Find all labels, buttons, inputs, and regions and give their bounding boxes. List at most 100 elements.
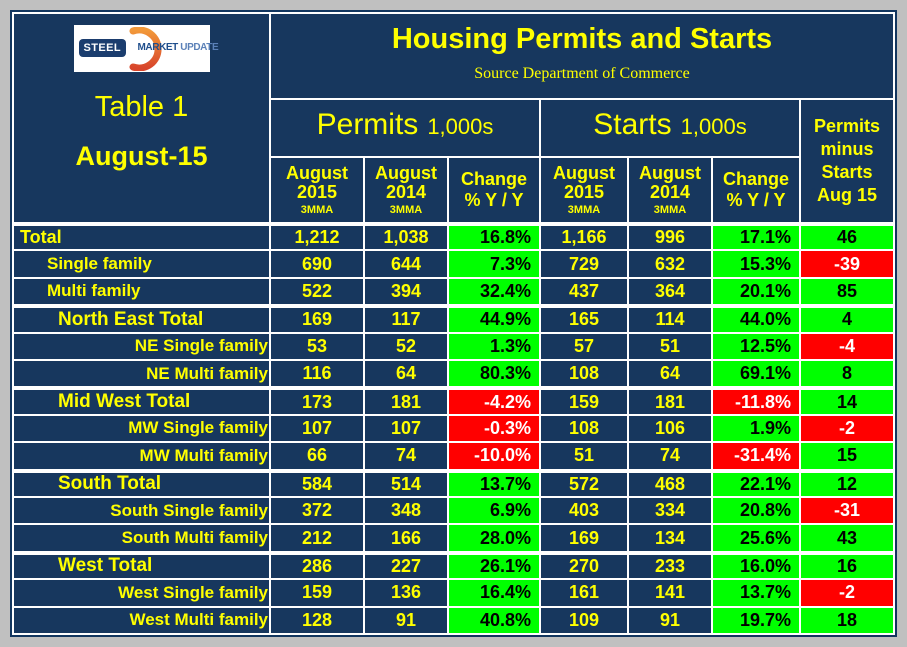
permits-aug2014-value: 227 <box>365 552 447 579</box>
permits-aug2014-value: 348 <box>365 497 447 524</box>
starts-change-value: -11.8% <box>713 388 799 414</box>
logo-crescent-icon <box>129 27 162 71</box>
permits-aug2014-header: August 2014 3MMA <box>365 158 447 222</box>
permits-change-value: 80.3% <box>449 360 539 387</box>
permits-minus-starts-value: -4 <box>801 333 893 359</box>
permits-change-value: 28.0% <box>449 525 539 551</box>
permits-aug2015-value: 159 <box>271 580 363 606</box>
starts-aug2015-value: 169 <box>541 525 627 551</box>
starts-group-header: Starts 1,000s <box>541 100 799 156</box>
row-label-multi-family: Multi family <box>14 278 269 305</box>
starts-aug2015-value: 108 <box>541 360 627 387</box>
starts-aug2014-value: 996 <box>629 224 711 250</box>
starts-change-value: 25.6% <box>713 525 799 551</box>
starts-change-value: 20.8% <box>713 497 799 524</box>
permits-minus-starts-value: 18 <box>801 607 893 633</box>
starts-change-value: 12.5% <box>713 333 799 359</box>
permits-aug2014-value: 74 <box>365 443 447 469</box>
permits-change-value: 13.7% <box>449 470 539 496</box>
starts-change-value: 13.7% <box>713 580 799 606</box>
starts-change-value: 1.9% <box>713 415 799 442</box>
starts-aug2015-value: 57 <box>541 333 627 359</box>
permits-change-value: 6.9% <box>449 497 539 524</box>
permits-minus-starts-value: 4 <box>801 306 893 332</box>
table-number-label: Table 1 <box>94 91 189 123</box>
starts-aug2014-value: 141 <box>629 580 711 606</box>
permits-aug2014-value: 644 <box>365 251 447 277</box>
permits-aug2014-value: 1,038 <box>365 224 447 250</box>
permits-minus-starts-value: -31 <box>801 497 893 524</box>
starts-aug2014-value: 134 <box>629 525 711 551</box>
permits-aug2014-value: 166 <box>365 525 447 551</box>
permits-aug2015-value: 128 <box>271 607 363 633</box>
row-label-ne-multi-family: NE Multi family <box>14 360 269 387</box>
starts-aug2014-value: 181 <box>629 388 711 414</box>
permits-aug2014-value: 64 <box>365 360 447 387</box>
starts-aug2015-value: 51 <box>541 443 627 469</box>
permits-minus-starts-value: -2 <box>801 415 893 442</box>
starts-change-value: 16.0% <box>713 552 799 579</box>
starts-aug2014-value: 468 <box>629 470 711 496</box>
starts-change-value: 20.1% <box>713 278 799 305</box>
permits-aug2015-value: 690 <box>271 251 363 277</box>
permits-aug2014-value: 181 <box>365 388 447 414</box>
permits-change-value: 16.8% <box>449 224 539 250</box>
table-frame: STEEL MARKET UPDATE Table 1 August-15 Ho… <box>10 10 897 637</box>
starts-aug2015-header: August 2015 3MMA <box>541 158 627 222</box>
row-label-west-total: West Total <box>14 552 269 579</box>
starts-aug2014-value: 64 <box>629 360 711 387</box>
permits-aug2015-value: 53 <box>271 333 363 359</box>
row-label-north-east-total: North East Total <box>14 306 269 332</box>
starts-aug2014-value: 74 <box>629 443 711 469</box>
page-title: Housing Permits and Starts <box>391 23 773 55</box>
starts-change-value: 44.0% <box>713 306 799 332</box>
permits-aug2014-value: 117 <box>365 306 447 332</box>
row-label-ne-single-family: NE Single family <box>14 333 269 359</box>
starts-change-value: 69.1% <box>713 360 799 387</box>
permits-change-value: -0.3% <box>449 415 539 442</box>
permits-minus-starts-header: Permits minus Starts Aug 15 <box>801 100 893 222</box>
permits-change-value: -4.2% <box>449 388 539 414</box>
starts-change-value: 19.7% <box>713 607 799 633</box>
logo-market-update-text: MARKET UPDATE <box>137 42 219 53</box>
permits-aug2015-value: 372 <box>271 497 363 524</box>
permits-aug2014-value: 514 <box>365 470 447 496</box>
row-label-mid-west-total: Mid West Total <box>14 388 269 414</box>
logo-steel-text: STEEL <box>78 39 126 57</box>
permits-unit: 1,000s <box>427 114 494 139</box>
permits-minus-starts-value: 16 <box>801 552 893 579</box>
permits-change-header: Change % Y / Y <box>449 158 539 222</box>
starts-change-value: 22.1% <box>713 470 799 496</box>
row-label-south-single-family: South Single family <box>14 497 269 524</box>
permits-minus-starts-value: 43 <box>801 525 893 551</box>
permits-aug2015-value: 107 <box>271 415 363 442</box>
starts-aug2015-value: 403 <box>541 497 627 524</box>
row-label-mw-multi-family: MW Multi family <box>14 443 269 469</box>
starts-aug2015-value: 729 <box>541 251 627 277</box>
starts-aug2015-value: 270 <box>541 552 627 579</box>
starts-aug2014-value: 632 <box>629 251 711 277</box>
permits-change-value: 32.4% <box>449 278 539 305</box>
permits-minus-starts-value: -2 <box>801 580 893 606</box>
row-label-west-multi-family: West Multi family <box>14 607 269 633</box>
permits-aug2015-value: 169 <box>271 306 363 332</box>
starts-aug2014-value: 334 <box>629 497 711 524</box>
permits-aug2015-value: 522 <box>271 278 363 305</box>
starts-aug2014-value: 114 <box>629 306 711 332</box>
starts-aug2014-value: 364 <box>629 278 711 305</box>
starts-aug2015-value: 161 <box>541 580 627 606</box>
starts-aug2015-value: 109 <box>541 607 627 633</box>
permits-minus-starts-value: 46 <box>801 224 893 250</box>
starts-aug2015-value: 108 <box>541 415 627 442</box>
permits-minus-starts-value: 15 <box>801 443 893 469</box>
row-label-total: Total <box>14 224 269 250</box>
permits-minus-starts-value: 8 <box>801 360 893 387</box>
permits-aug2014-value: 52 <box>365 333 447 359</box>
steel-market-update-logo: STEEL MARKET UPDATE <box>73 25 219 72</box>
row-label-mw-single-family: MW Single family <box>14 415 269 442</box>
permits-aug2014-value: 136 <box>365 580 447 606</box>
permits-aug2015-header: August 2015 3MMA <box>271 158 363 222</box>
permits-aug2015-value: 173 <box>271 388 363 414</box>
permits-aug2014-value: 107 <box>365 415 447 442</box>
corner-header-block: STEEL MARKET UPDATE Table 1 August-15 <box>14 14 269 222</box>
